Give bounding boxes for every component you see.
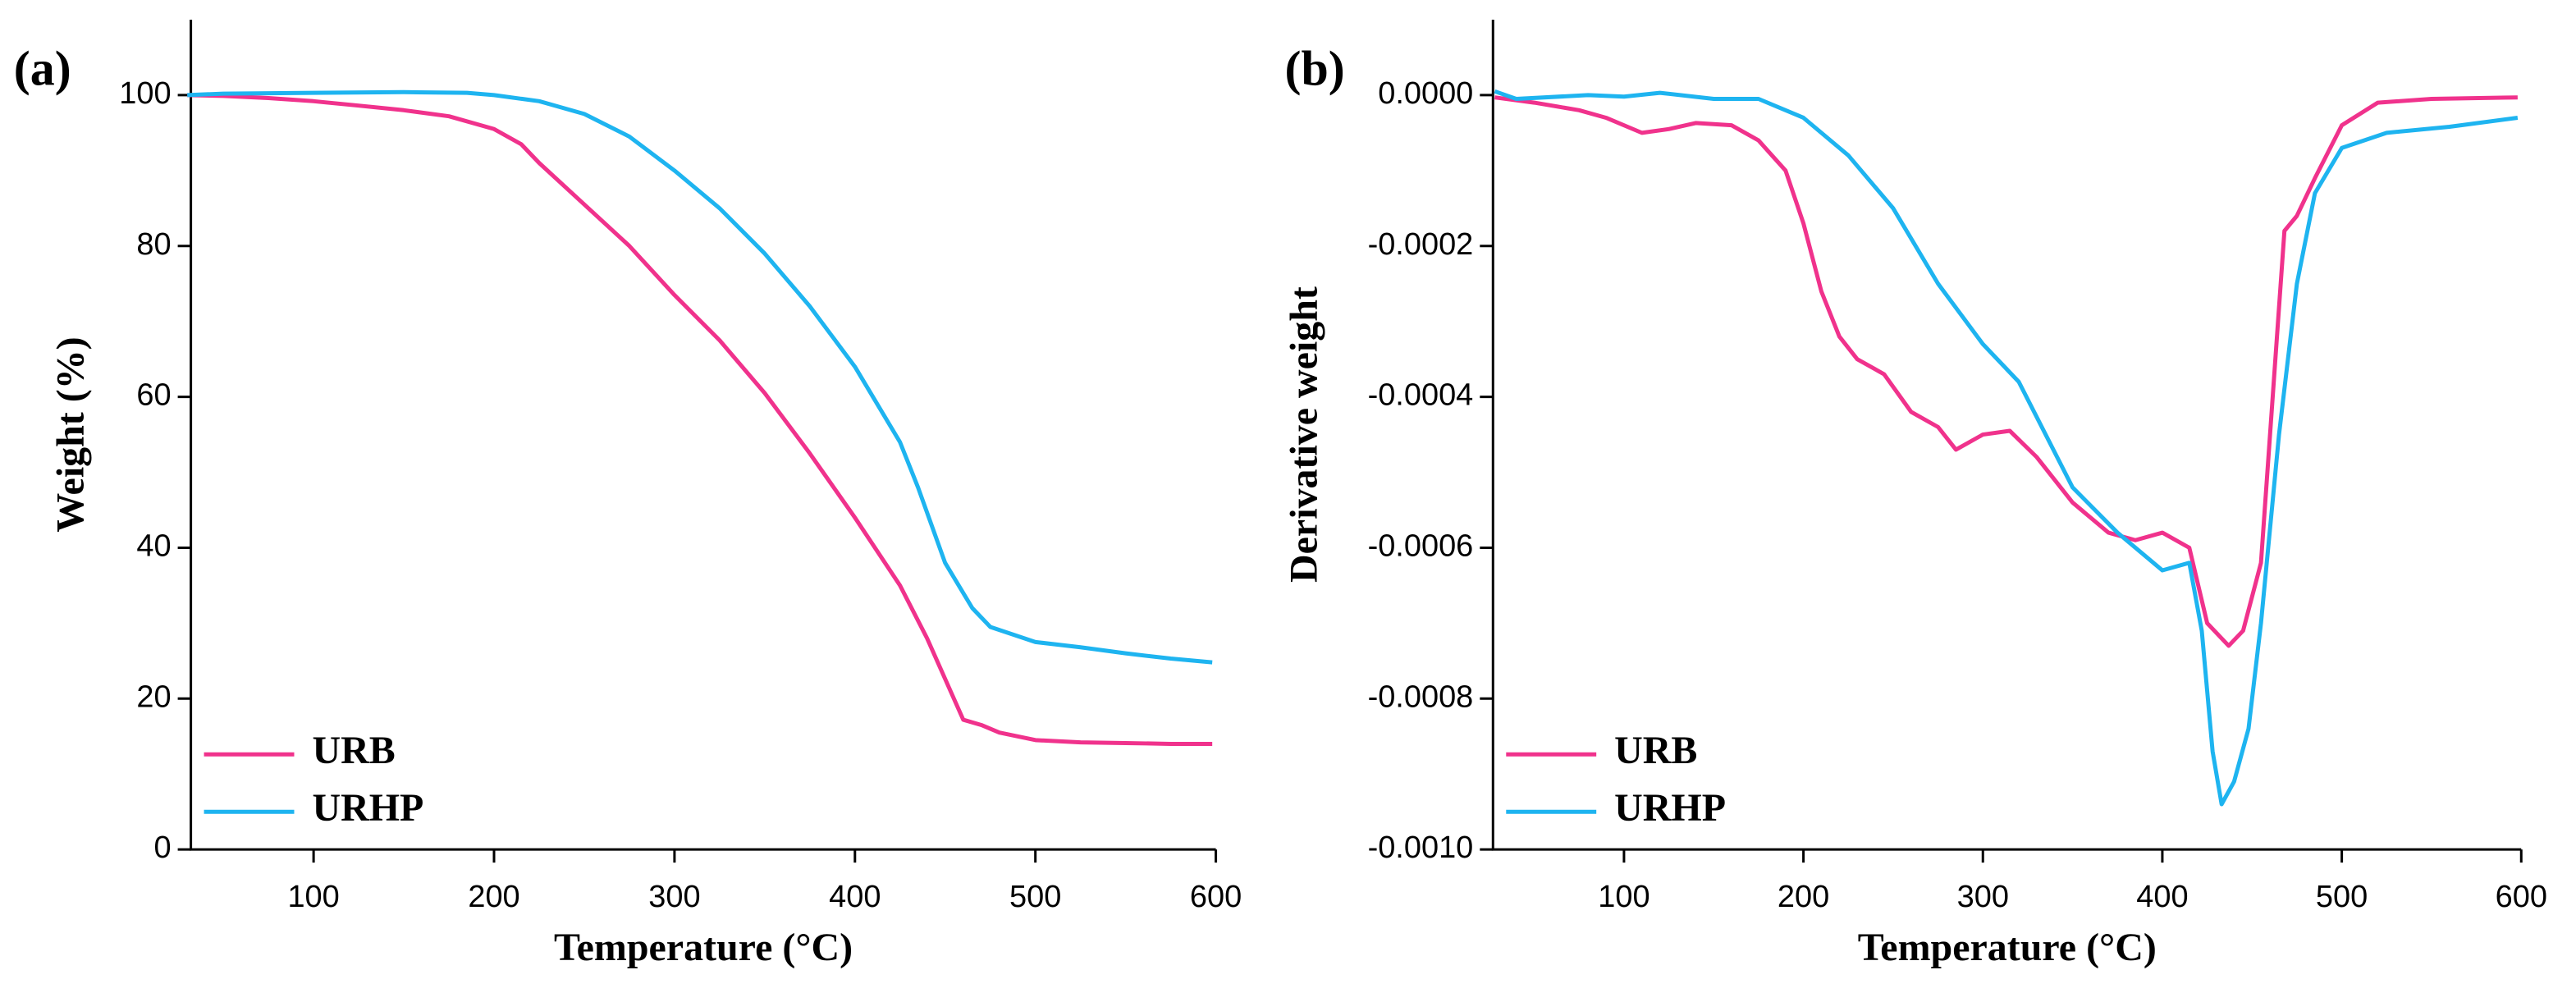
x-tick-label: 200	[1778, 880, 1829, 914]
x-tick-label: 500	[2316, 880, 2368, 914]
x-tick-label: 400	[829, 880, 881, 914]
series-line	[1494, 95, 2518, 648]
x-tick-label: 300	[648, 880, 700, 914]
axes	[1491, 19, 2522, 851]
y-tick-label: -0.0004	[1368, 378, 1474, 413]
legend-label: URB	[312, 729, 395, 772]
panel-label: (a)	[14, 42, 71, 96]
x-axis-label: Temperature (°C)	[554, 926, 853, 969]
x-tick-label: 500	[1009, 880, 1061, 914]
legend-label: URHP	[312, 786, 423, 830]
x-tick-label: 600	[1190, 880, 1242, 914]
axes	[190, 19, 1216, 851]
x-tick-label: 300	[1957, 880, 2009, 914]
x-tick-label: 100	[1598, 880, 1649, 914]
legend-label: URB	[1614, 729, 1697, 772]
y-tick-label: 0.0000	[1378, 76, 1473, 111]
y-tick-label: -0.0010	[1368, 830, 1474, 865]
x-axis-label: Temperature (°C)	[1858, 926, 2157, 969]
series-line	[1494, 89, 2519, 807]
series-line	[187, 89, 1213, 665]
y-tick-label: 0	[154, 830, 172, 865]
x-tick-label: 200	[468, 880, 519, 914]
y-axis-label: Derivative weight	[1282, 286, 1325, 583]
y-tick-label: 20	[136, 679, 171, 714]
y-tick-label: 80	[136, 227, 171, 262]
series-line	[187, 93, 1213, 746]
y-tick-label: -0.0006	[1368, 528, 1474, 563]
y-tick-label: -0.0002	[1368, 227, 1474, 262]
y-tick-label: 40	[136, 528, 171, 563]
x-tick-label: 400	[2136, 880, 2188, 914]
x-tick-label: 100	[287, 880, 339, 914]
x-tick-label: 600	[2496, 880, 2547, 914]
y-tick-label: 100	[119, 76, 171, 111]
legend-label: URHP	[1614, 786, 1726, 830]
y-tick-label: 60	[136, 378, 171, 413]
y-tick-label: -0.0008	[1368, 679, 1474, 714]
panel-label: (b)	[1285, 42, 1345, 96]
y-axis-label: Weight (%)	[49, 336, 93, 532]
